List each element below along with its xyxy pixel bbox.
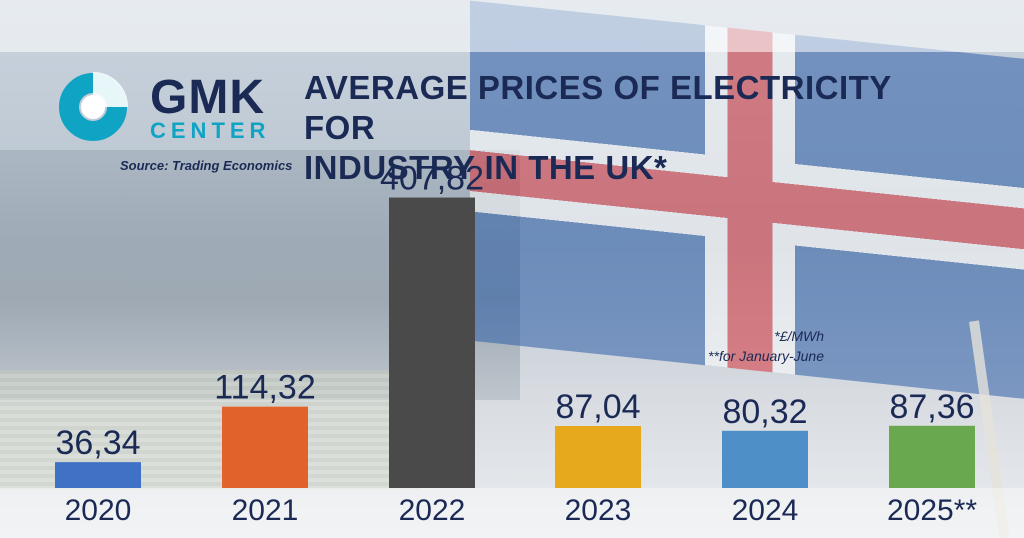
value-label-2021: 114,32	[214, 369, 315, 407]
chart-title-line-1: AVERAGE PRICES OF ELECTRICITY FOR	[304, 69, 892, 146]
bar-2024	[722, 430, 808, 488]
source-note: Source: Trading Economics	[120, 158, 293, 173]
value-label-2022: 407,82	[380, 160, 484, 198]
bar-2021	[222, 406, 308, 488]
category-label-2022: 2022	[399, 494, 466, 527]
category-labels-group: 2020 2021 2022 2023 2024 2025**	[65, 494, 978, 527]
value-label-2023: 87,04	[555, 388, 640, 426]
bars-group	[55, 197, 975, 488]
category-label-2024: 2024	[732, 494, 799, 527]
top-band	[0, 0, 1024, 52]
unit-note: *£/MWh	[774, 328, 824, 344]
value-label-2024: 80,32	[722, 393, 807, 431]
category-label-2025: 2025**	[887, 494, 977, 527]
chart-title-line-2: INDUSTRY IN THE UK*	[304, 149, 668, 186]
bar-2022	[389, 197, 475, 488]
logo-wordmark: GMK	[150, 71, 265, 124]
chart-title: AVERAGE PRICES OF ELECTRICITY FOR INDUST…	[304, 68, 944, 188]
value-label-2025: 87,36	[889, 388, 974, 426]
bar-2020	[55, 462, 141, 488]
category-label-2020: 2020	[65, 494, 132, 527]
category-label-2023: 2023	[565, 494, 632, 527]
period-note: **for January-June	[708, 348, 824, 364]
value-labels-group: 36,34 114,32 407,82 87,04 80,32 87,36	[55, 160, 974, 463]
category-label-2021: 2021	[232, 494, 299, 527]
bar-2025	[889, 425, 975, 488]
bar-2023	[555, 426, 641, 488]
bottom-band	[0, 488, 1024, 538]
logo-ring-icon	[59, 72, 128, 141]
logo-subtitle: CENTER	[150, 118, 271, 143]
value-label-2020: 36,34	[55, 424, 140, 462]
